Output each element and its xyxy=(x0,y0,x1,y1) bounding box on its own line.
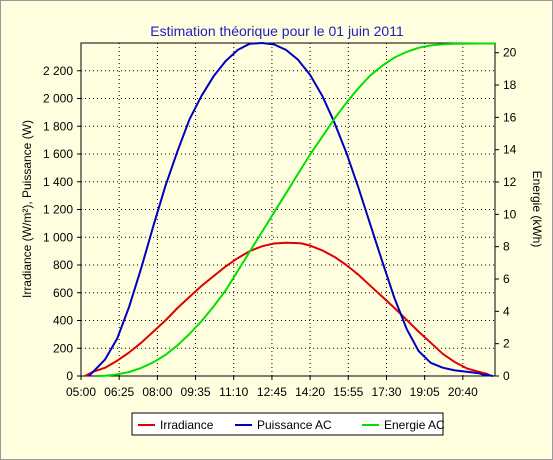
series-line-puissance-ac xyxy=(88,42,494,377)
y-axis-left-label: Irradiance (W/m²), Puissance (W) xyxy=(20,120,34,298)
grid-layer xyxy=(80,43,495,376)
y-left-tick-label: 0 xyxy=(66,369,73,383)
x-tick-label: 05:00 xyxy=(66,385,96,399)
y-right-tick-label: 2 xyxy=(503,337,510,351)
legend: Irradiance Puissance AC Energie AC xyxy=(131,412,445,436)
series-layer xyxy=(84,42,495,377)
y-left-tick-label: 800 xyxy=(53,258,73,272)
x-tick-label: 15:55 xyxy=(333,385,363,399)
y-right-tick-label: 12 xyxy=(503,175,517,189)
legend-label: Puissance AC xyxy=(257,418,332,432)
y-left-tick-label: 1 000 xyxy=(43,230,73,244)
y-right-tick-label: 0 xyxy=(503,369,510,383)
y-left-tick-label: 1 600 xyxy=(43,147,73,161)
plot-area xyxy=(80,42,496,377)
y-right-tick-label: 20 xyxy=(503,46,517,60)
legend-label: Irradiance xyxy=(160,418,214,432)
x-tick-label: 20:40 xyxy=(448,385,478,399)
y-left-tick-label: 1 400 xyxy=(43,175,73,189)
legend-label: Energie AC xyxy=(384,418,445,432)
x-tick-label: 08:00 xyxy=(142,385,172,399)
y-left-tick-label: 600 xyxy=(53,286,73,300)
y-left-tick-label: 1 800 xyxy=(43,119,73,133)
y-left-tick-label: 1 200 xyxy=(43,203,73,217)
series-line-irradiance xyxy=(84,241,492,377)
y-right-tick-label: 6 xyxy=(503,272,510,286)
y-right-tick-label: 14 xyxy=(503,143,517,157)
legend-items: Irradiance Puissance AC Energie AC xyxy=(138,418,445,432)
y-left-tick-label: 200 xyxy=(53,341,73,355)
x-tick-label: 19:05 xyxy=(410,385,440,399)
tick-layer: 05:00 06:25 08:00 09:35 11:10 12:45 14:20 15:55… xyxy=(43,46,517,399)
x-tick-label: 14:20 xyxy=(295,385,325,399)
series-line-energie-ac xyxy=(97,42,495,377)
x-tick-label: 12:45 xyxy=(257,385,287,399)
y-right-tick-label: 18 xyxy=(503,78,517,92)
x-tick-label: 06:25 xyxy=(104,385,134,399)
x-tick-label: 11:10 xyxy=(219,385,248,399)
y-right-tick-label: 16 xyxy=(503,110,517,124)
y-left-tick-label: 2 000 xyxy=(43,92,73,106)
y-right-tick-label: 8 xyxy=(503,240,510,254)
y-right-tick-label: 10 xyxy=(503,207,517,221)
chart-title: Estimation théorique pour le 01 juin 201… xyxy=(150,23,404,39)
x-tick-label: 09:35 xyxy=(181,385,211,399)
x-tick-label: 17:30 xyxy=(371,385,401,399)
legend-box xyxy=(131,412,444,436)
y-right-tick-label: 4 xyxy=(503,304,510,318)
y-axis-right-label: Energie (kWh) xyxy=(530,171,544,248)
y-left-tick-label: 2 200 xyxy=(43,64,73,78)
y-left-tick-label: 400 xyxy=(53,314,73,328)
